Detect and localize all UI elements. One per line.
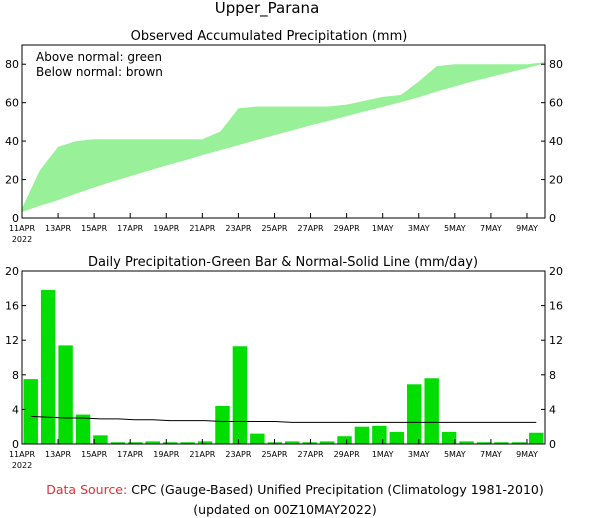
daily-xtick-label: 27APR bbox=[298, 450, 324, 459]
daily-bar bbox=[58, 345, 73, 444]
updated-line: (updated on 00Z10MAY2022) bbox=[193, 502, 376, 517]
accum-xtick-label: 27APR bbox=[298, 224, 324, 233]
accum-ytick-label-right: 40 bbox=[549, 135, 563, 148]
accum-ytick-label-left: 80 bbox=[5, 58, 19, 71]
accum-xtick-label: 11APR bbox=[9, 224, 35, 233]
accum-xtick-label: 23APR bbox=[225, 224, 251, 233]
daily-ytick-label-left: 4 bbox=[12, 403, 19, 416]
daily-bar bbox=[476, 442, 492, 444]
accum-plot-frame bbox=[21, 44, 546, 219]
accum-xtick-label: 9MAY bbox=[516, 224, 538, 233]
accum-xtick-label: 25APR bbox=[261, 224, 287, 233]
daily-xtick-label: 19APR bbox=[153, 450, 179, 459]
accum-ytick-label-left: 40 bbox=[5, 135, 19, 148]
daily-xtick-label: 29APR bbox=[334, 450, 360, 459]
daily-bar bbox=[162, 442, 178, 444]
accum-xtick-label: 5MAY bbox=[444, 224, 466, 233]
accum-xtick-label: 3MAY bbox=[408, 224, 430, 233]
daily-ytick-label-left: 16 bbox=[5, 300, 19, 313]
daily-ytick-label-left: 8 bbox=[12, 369, 19, 382]
daily-xtick-label: 7MAY bbox=[480, 450, 502, 459]
daily-xtick-label: 17APR bbox=[117, 450, 143, 459]
daily-bar bbox=[529, 432, 544, 444]
daily-xtick-label: 21APR bbox=[189, 450, 215, 459]
accum-xtick-label: 7MAY bbox=[480, 224, 502, 233]
daily-bar bbox=[232, 346, 248, 444]
accum-xtick-label: 29APR bbox=[334, 224, 360, 233]
daily-bar bbox=[215, 405, 230, 444]
daily-ytick-label-right: 0 bbox=[549, 438, 556, 451]
daily-ytick-label-right: 20 bbox=[549, 265, 563, 278]
daily-xtick-label: 15APR bbox=[81, 450, 107, 459]
daily-plot-frame bbox=[21, 270, 546, 445]
daily-chart: Daily Precipitation-Green Bar & Normal-S… bbox=[5, 255, 563, 470]
daily-bar bbox=[407, 384, 422, 444]
daily-bar bbox=[40, 290, 56, 444]
accum-xtick-label: 17APR bbox=[117, 224, 143, 233]
data-source-line: Data Source: CPC (Gauge-Based) Unified P… bbox=[46, 482, 543, 497]
daily-bar bbox=[23, 379, 38, 445]
accum-ytick-label-right: 60 bbox=[549, 97, 563, 110]
daily-xtick-label: 3MAY bbox=[408, 450, 430, 459]
accum-chart: Observed Accumulated Precipitation (mm) … bbox=[5, 29, 563, 244]
daily-xtick-label: 11APR bbox=[9, 450, 35, 459]
daily-bar bbox=[337, 436, 352, 444]
accum-ytick-label-left: 20 bbox=[5, 174, 19, 187]
daily-bar bbox=[494, 442, 509, 444]
data-source-text: CPC (Gauge-Based) Unified Precipitation … bbox=[131, 482, 544, 497]
daily-ytick-label-right: 16 bbox=[549, 300, 563, 313]
accum-above-normal-area bbox=[22, 62, 545, 212]
accum-ytick-label-right: 0 bbox=[549, 212, 556, 225]
daily-chart-title: Daily Precipitation-Green Bar & Normal-S… bbox=[88, 255, 478, 270]
accum-xtick-label: 15APR bbox=[81, 224, 107, 233]
daily-ytick-label-left: 20 bbox=[5, 265, 19, 278]
data-source-label: Data Source: bbox=[46, 482, 127, 497]
daily-ytick-label-left: 12 bbox=[5, 334, 19, 347]
daily-bar bbox=[93, 435, 108, 444]
accum-xtick-label: 21APR bbox=[189, 224, 215, 233]
daily-bar bbox=[197, 441, 213, 444]
daily-bar bbox=[354, 426, 370, 444]
accum-xtick-label: 1MAY bbox=[372, 224, 394, 233]
daily-xtick-label: 23APR bbox=[225, 450, 251, 459]
daily-xtick-label: 9MAY bbox=[516, 450, 538, 459]
daily-xtick-label: 13APR bbox=[45, 450, 71, 459]
accum-ytick-label-left: 0 bbox=[12, 212, 19, 225]
accum-legend-below: Below normal: brown bbox=[36, 65, 163, 79]
daily-xtick-label: 5MAY bbox=[444, 450, 466, 459]
daily-bar bbox=[302, 442, 317, 444]
daily-ytick-label-right: 12 bbox=[549, 334, 563, 347]
daily-bar bbox=[128, 442, 143, 444]
daily-bar bbox=[511, 442, 527, 444]
daily-bar bbox=[250, 433, 265, 444]
daily-bar bbox=[75, 414, 91, 444]
daily-bar bbox=[389, 431, 405, 444]
daily-xtick-label: 1MAY bbox=[372, 450, 394, 459]
daily-xtick-label: 25APR bbox=[261, 450, 287, 459]
accum-year-label: 2022 bbox=[12, 235, 32, 244]
accum-legend-above: Above normal: green bbox=[36, 50, 162, 64]
accum-xtick-label: 19APR bbox=[153, 224, 179, 233]
accum-xtick-label: 13APR bbox=[45, 224, 71, 233]
daily-normal-line bbox=[30, 415, 537, 423]
accum-ytick-label-right: 20 bbox=[549, 174, 563, 187]
daily-bar bbox=[424, 378, 439, 444]
daily-ytick-label-right: 8 bbox=[549, 369, 556, 382]
daily-bar bbox=[459, 441, 474, 444]
daily-year-label: 2022 bbox=[12, 461, 32, 470]
daily-bar bbox=[110, 442, 126, 444]
accum-ytick-label-left: 60 bbox=[5, 97, 19, 110]
main-title: Upper_Parana bbox=[215, 0, 320, 18]
daily-ytick-label-left: 0 bbox=[12, 438, 19, 451]
daily-bar bbox=[145, 441, 160, 444]
daily-bar bbox=[319, 441, 335, 444]
daily-ytick-label-right: 4 bbox=[549, 403, 556, 416]
accum-chart-title: Observed Accumulated Precipitation (mm) bbox=[131, 29, 408, 44]
accum-ytick-label-right: 80 bbox=[549, 58, 563, 71]
daily-bar bbox=[180, 442, 195, 444]
daily-bar bbox=[372, 425, 387, 444]
daily-bar bbox=[285, 441, 300, 444]
daily-bar bbox=[441, 431, 457, 444]
